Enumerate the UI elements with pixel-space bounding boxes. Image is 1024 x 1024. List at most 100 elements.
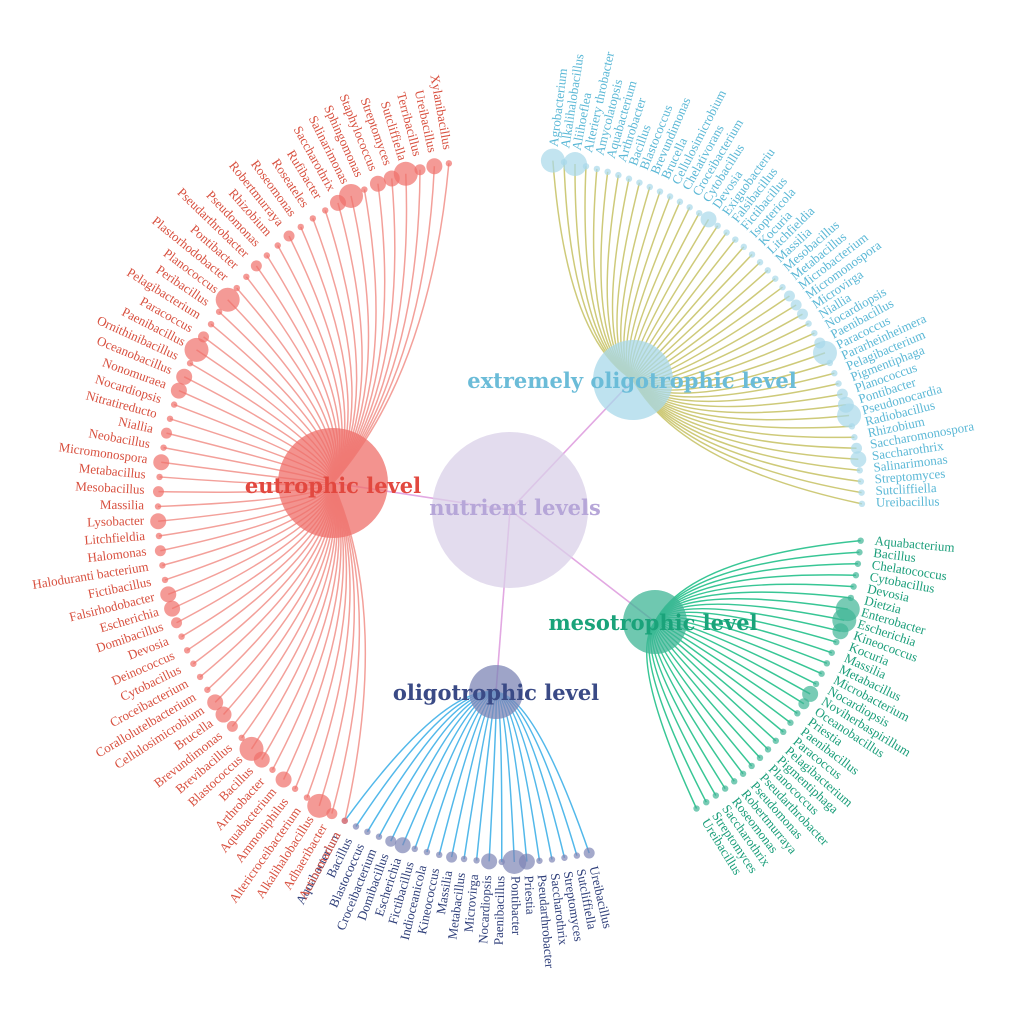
leaf-dot — [364, 828, 371, 836]
leaf-dot — [739, 770, 747, 777]
leaf-dot — [170, 382, 187, 399]
leaf-dot — [171, 617, 183, 629]
hub-nodes — [278, 340, 687, 719]
leaf-dot — [723, 229, 730, 236]
root-node — [432, 432, 588, 588]
leaf-dot — [322, 207, 329, 214]
leaf-dot — [703, 798, 710, 806]
hub-node-eutrophic — [278, 428, 388, 538]
leaf-dot — [307, 793, 332, 818]
leaf-dot — [160, 444, 167, 451]
leaf-dot — [190, 660, 197, 667]
leaf-dot — [818, 670, 825, 677]
leaf-dot — [593, 165, 601, 173]
leaf-dot — [423, 848, 431, 856]
leaf-dot — [460, 855, 468, 863]
leaf-label: Streptomyces — [874, 466, 946, 487]
hub-node-oligotrophic — [469, 665, 523, 719]
leaf-label: Aquabacterium — [874, 533, 955, 555]
leaf-dot — [772, 737, 780, 744]
leaf-dot — [604, 168, 611, 176]
leaf-dot — [186, 360, 194, 367]
leaf-dot — [269, 766, 276, 773]
leaf-edge — [495, 691, 578, 856]
leaf-dot — [851, 434, 858, 441]
leaf-dot — [615, 171, 622, 179]
leaf-dot — [831, 370, 838, 377]
leaf-dot — [583, 847, 595, 859]
leaf-dot — [636, 179, 643, 186]
leaf-dot — [226, 720, 238, 732]
leaf-dot — [215, 308, 223, 315]
hub-labels: nutrient levels extremely oligotrophic l… — [245, 368, 797, 705]
leaf-dot — [858, 500, 866, 508]
leaf-dot — [748, 762, 755, 770]
leaf-dot — [178, 633, 185, 640]
leaf-dot — [159, 562, 166, 569]
leaf-dot — [166, 415, 174, 422]
leaf-dot — [787, 719, 794, 726]
leaf-label: Bacillus — [873, 545, 917, 565]
leaf-dot — [676, 198, 684, 205]
leaf-dot — [250, 260, 262, 272]
leaf-label: Massilia — [433, 869, 455, 915]
leaf-dot — [783, 290, 795, 302]
leaf-dot — [375, 833, 383, 840]
leaf-dot — [341, 817, 348, 824]
leaf-dot — [812, 340, 837, 365]
leaf-dot — [582, 163, 590, 170]
leaf-dot — [411, 845, 418, 853]
leaf-dot — [274, 242, 281, 249]
leaf-dot — [811, 329, 818, 337]
leaf-dot — [856, 467, 863, 474]
leaf-dot — [176, 368, 193, 385]
leaf-dot — [498, 858, 505, 866]
leaf-dot — [857, 537, 864, 544]
leaf-dot — [656, 188, 664, 195]
leaf-dot — [154, 545, 166, 557]
leaf-dot — [732, 236, 739, 243]
leaf-dot — [164, 600, 181, 617]
leaf-dot — [153, 454, 170, 471]
leaf-label: Lysobacter — [87, 513, 145, 530]
leaf-dot — [369, 175, 386, 192]
leaf-dot — [446, 851, 458, 863]
leaf-dot — [297, 223, 304, 231]
leaf-label: Paenibacillus — [491, 876, 508, 946]
leaf-dot — [748, 251, 756, 258]
leaf-label: Halomonas — [87, 543, 148, 565]
leaf-dot — [243, 273, 250, 280]
leaf-dot — [563, 152, 588, 177]
leaf-dot — [436, 851, 443, 859]
hub-node-mesotrophic — [623, 590, 687, 654]
leaf-dot — [740, 243, 748, 251]
leaf-dot — [536, 857, 543, 864]
leaf-dot — [394, 837, 411, 854]
leaf-dot — [481, 853, 498, 870]
leaf-dot — [764, 746, 772, 753]
leaf-dot — [303, 794, 311, 801]
leaf-dot — [852, 572, 860, 579]
leaf-dot — [238, 734, 245, 742]
root-label: nutrient levels — [429, 495, 601, 520]
leaf-dot — [851, 442, 863, 454]
leaf-dot — [150, 513, 167, 530]
leaf-label: Sutcliffiella — [875, 480, 937, 498]
leaf-dot — [854, 560, 862, 567]
leaf-dot — [686, 204, 693, 211]
leaf-dot — [764, 267, 772, 274]
leaf-dot — [805, 320, 812, 327]
leaf-dot — [848, 423, 856, 430]
leaf-dot — [156, 473, 163, 481]
leaf-dot — [712, 792, 720, 799]
leaf-dot — [823, 660, 831, 667]
leaf-dot — [666, 193, 674, 200]
hub-label-mesotrophic: mesotrophic level — [548, 610, 757, 635]
leaf-dot — [198, 331, 210, 343]
leaf-label: Microvirga — [461, 873, 481, 933]
leaf-dot — [721, 785, 729, 792]
leaf-dot — [835, 380, 842, 387]
leaf-dot — [291, 785, 299, 792]
leaf-dot — [832, 623, 849, 640]
